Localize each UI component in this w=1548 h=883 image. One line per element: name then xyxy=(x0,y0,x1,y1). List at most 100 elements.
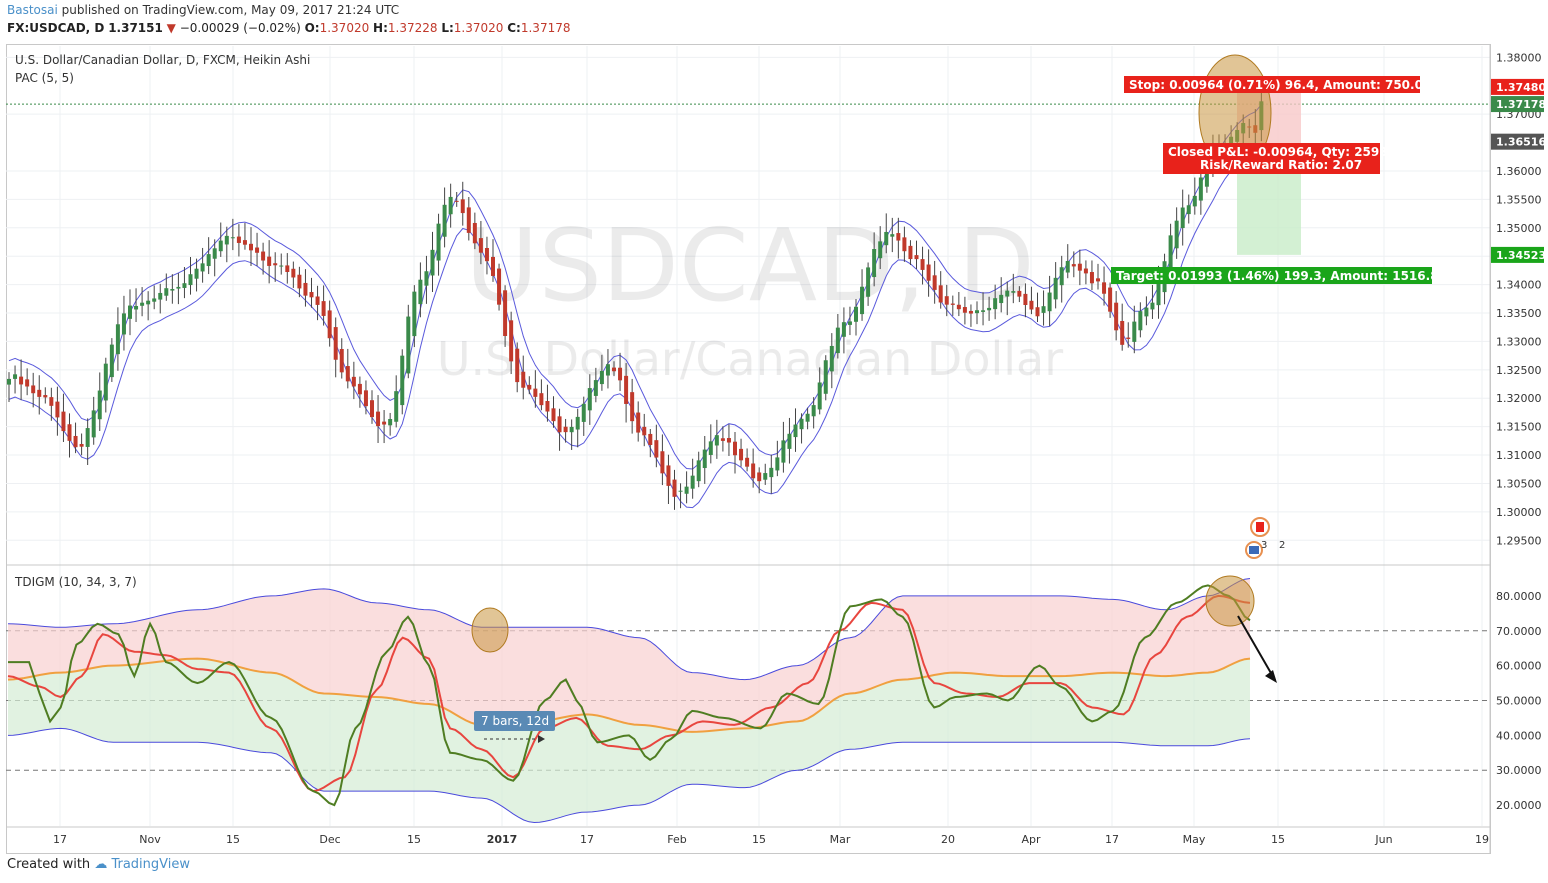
candle-body xyxy=(587,388,592,411)
candle-body xyxy=(158,292,163,300)
x-tick-label: 19 xyxy=(1475,833,1489,846)
stop-label-box[interactable]: Stop: 0.00964 (0.71%) 96.4, Amount: 750.… xyxy=(1124,76,1431,93)
calendar-events[interactable]: 3 2 xyxy=(1245,517,1285,559)
candle-body xyxy=(261,251,266,261)
pac-legend[interactable]: PAC (5, 5) xyxy=(15,71,74,85)
candle-body xyxy=(454,200,459,202)
candle-body xyxy=(73,435,78,448)
bars-range-box[interactable]: 7 bars, 12d xyxy=(474,711,555,731)
candle-body xyxy=(1096,278,1100,282)
candle-body xyxy=(962,307,967,313)
pac-upper-line xyxy=(8,104,1262,470)
candle-body xyxy=(1035,307,1040,317)
tradingview-logo-icon[interactable]: ☁ xyxy=(94,857,108,872)
candle-body xyxy=(618,367,623,381)
candle-body xyxy=(678,490,683,492)
candle-body xyxy=(363,390,368,407)
down-arrow-line xyxy=(1237,615,1276,681)
candle-body xyxy=(406,316,411,374)
candle-body xyxy=(152,298,157,302)
low-label: L: xyxy=(441,21,454,35)
down-arrow-icon: ▼ xyxy=(166,21,176,35)
candle-body xyxy=(388,419,393,426)
lower-band-line xyxy=(7,727,1251,824)
x-tick-label: Mar xyxy=(830,833,851,846)
candle-body xyxy=(1053,277,1058,300)
tdigm-legend[interactable]: TDIGM (10, 34, 3, 7) xyxy=(14,575,137,589)
candle-body xyxy=(146,300,151,305)
tradingview-link[interactable]: TradingView xyxy=(111,857,190,872)
candle-body xyxy=(466,207,471,233)
candle-body xyxy=(841,322,846,337)
candle-body xyxy=(545,401,550,412)
candle-body xyxy=(896,233,901,241)
candle-body xyxy=(267,256,272,266)
candle-body xyxy=(702,449,707,469)
upper-band-fill xyxy=(8,578,1250,732)
pnl-label-box[interactable]: Closed P&L: -0.00964, Qty: 25933 Risk/Re… xyxy=(1163,143,1396,174)
y-tick-label: 1.35000 xyxy=(1496,222,1542,235)
candle-body xyxy=(333,327,338,360)
candle-body xyxy=(950,303,955,305)
candle-body xyxy=(1059,267,1064,286)
candle-body xyxy=(484,247,489,262)
bars-range-label: 7 bars, 12d xyxy=(481,714,549,728)
target-zone xyxy=(1237,158,1301,255)
y-tick-label: 1.35500 xyxy=(1496,193,1542,206)
open-value: 1.37020 xyxy=(319,21,370,35)
candle-body xyxy=(249,243,253,251)
candle-body xyxy=(757,472,762,482)
x-tick-label: 17 xyxy=(1105,833,1119,846)
created-with-label: Created with xyxy=(7,857,91,872)
candle-body xyxy=(714,435,719,446)
change-value: −0.00029 (−0.02%) xyxy=(179,21,301,35)
candle-body xyxy=(1204,166,1209,187)
candle-body xyxy=(938,285,943,303)
candle-body xyxy=(539,393,544,406)
candle-body xyxy=(521,371,526,388)
candle-body xyxy=(763,473,768,480)
ind-y-tick-label: 70.0000 xyxy=(1496,625,1542,638)
candle-body xyxy=(624,375,629,404)
candle-body xyxy=(527,384,532,390)
candle-body xyxy=(303,282,308,296)
candle-body xyxy=(1065,260,1070,273)
open-label: O: xyxy=(304,21,320,35)
price-label: 1.37480 xyxy=(1496,81,1546,94)
candle-body xyxy=(575,416,580,430)
candle-body xyxy=(636,412,641,433)
candle-body xyxy=(1126,337,1131,339)
candle-body xyxy=(31,385,36,394)
ind-y-tick-label: 80.0000 xyxy=(1496,590,1542,603)
y-tick-label: 1.32000 xyxy=(1496,392,1542,405)
candle-body xyxy=(829,345,834,372)
candle-body xyxy=(1102,282,1107,294)
candle-body xyxy=(55,401,60,418)
publish-header: Bastosai published on TradingView.com, M… xyxy=(0,0,1548,44)
footer: Created with ☁ TradingView xyxy=(7,857,190,872)
candle-body xyxy=(981,310,986,312)
highlight-ellipse-ind xyxy=(1205,575,1255,627)
candle-body xyxy=(200,263,205,272)
candle-body xyxy=(424,271,429,286)
x-tick-label: 17 xyxy=(580,833,594,846)
candle-body xyxy=(799,418,804,430)
candle-body xyxy=(13,374,18,379)
candle-body xyxy=(690,475,695,489)
author-link[interactable]: Bastosai xyxy=(7,3,58,17)
candle-body xyxy=(242,240,247,245)
candle-body xyxy=(1180,207,1185,229)
candle-body xyxy=(497,268,502,305)
candle-body xyxy=(345,366,350,382)
candle-body xyxy=(478,238,483,253)
tdigm-indicator xyxy=(7,578,1251,824)
candle-body xyxy=(751,463,756,479)
candle-body xyxy=(291,268,296,278)
candle-body xyxy=(660,451,665,474)
candle-body xyxy=(1077,263,1082,271)
candle-body xyxy=(109,344,114,378)
candle-body xyxy=(975,310,979,314)
target-label-box[interactable]: Target: 0.01993 (1.46%) 199.3, Amount: 1… xyxy=(1111,267,1447,284)
stop-label: Stop: 0.00964 (0.71%) 96.4, Amount: 750.… xyxy=(1129,78,1431,92)
